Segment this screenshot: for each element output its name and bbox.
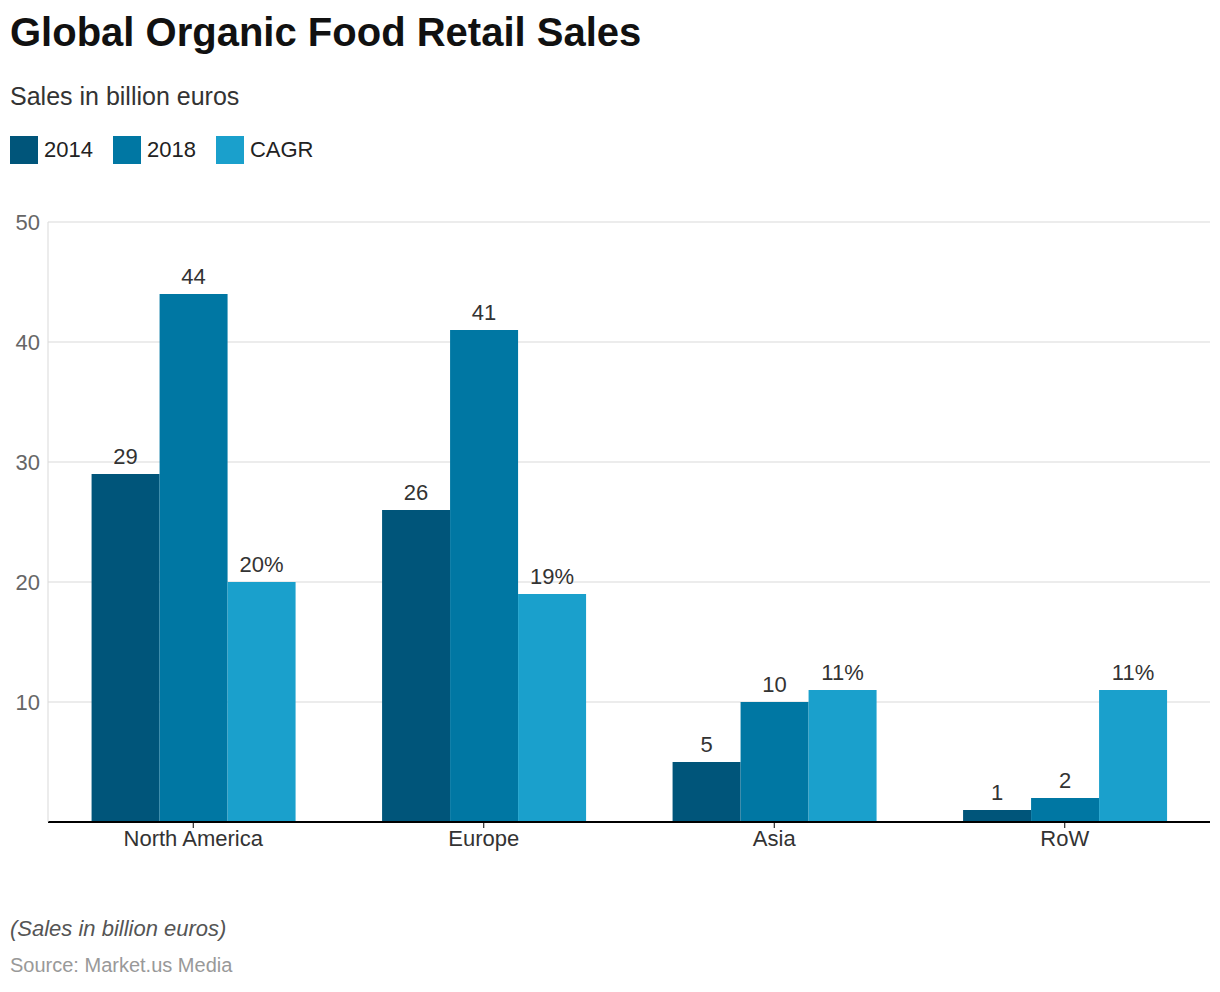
svg-text:Asia: Asia (753, 826, 797, 851)
html-text:2014: 2014 (44, 137, 93, 162)
svg-text:11%: 11% (1112, 660, 1154, 685)
html-text:Sales in billion euros: Sales in billion euros (10, 82, 240, 110)
svg-text:5: 5 (700, 732, 712, 757)
svg-text:2: 2 (1059, 768, 1071, 793)
svg-text:41: 41 (472, 300, 496, 325)
svg-text:26: 26 (404, 480, 428, 505)
html-text:CAGR: CAGR (249, 137, 314, 162)
html-text:(Sales in billion euros): (Sales in billion euros) (10, 916, 227, 941)
svg-text:1: 1 (991, 780, 1003, 805)
svg-text:RoW: RoW (1040, 826, 1089, 851)
svg-text:10: 10 (16, 690, 40, 715)
svg-text:Europe: Europe (448, 826, 519, 851)
svg-text:44: 44 (181, 264, 205, 289)
svg-text:10: 10 (762, 672, 786, 697)
svg-text:20%: 20% (240, 552, 284, 577)
svg-text:19%: 19% (530, 564, 574, 589)
svg-text:30: 30 (16, 450, 40, 475)
html-text:2018: 2018 (147, 137, 196, 162)
svg-text:40: 40 (16, 330, 40, 355)
svg-text:North America: North America (124, 826, 264, 851)
svg-text:50: 50 (16, 210, 40, 235)
svg-text:11%: 11% (821, 660, 863, 685)
svg-text:29: 29 (113, 444, 137, 469)
svg-text:20: 20 (16, 570, 40, 595)
html-text:Global Organic Food Retail Sal: Global Organic Food Retail Sales (10, 10, 642, 54)
html-text:Source: Market.us Media: Source: Market.us Media (10, 954, 233, 976)
